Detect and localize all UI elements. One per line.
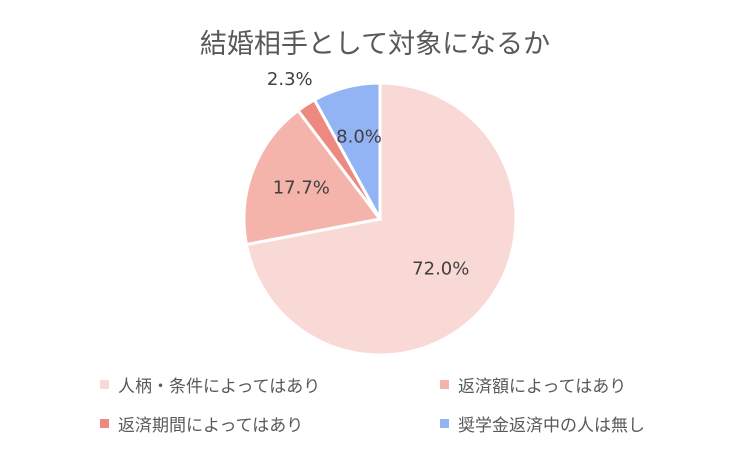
- slice-label-1: 72.0%: [412, 258, 469, 279]
- legend-label-2: 返済額によってはあり: [458, 377, 627, 397]
- legend-item-3: 返済期間によってはあり: [100, 411, 440, 436]
- legend-item-1: 人柄・条件によってはあり: [100, 372, 440, 397]
- legend-label-1: 人柄・条件によってはあり: [118, 377, 321, 397]
- legend-swatch-3: [100, 419, 109, 428]
- chart-title: 結婚相手として対象になるか: [199, 29, 551, 60]
- legend-label-3: 返済期間によってはあり: [118, 416, 304, 436]
- slice-label-2: 17.7%: [273, 178, 330, 199]
- slice-label-3: 2.3%: [267, 69, 313, 90]
- legend-swatch-1: [100, 380, 109, 389]
- legend-swatch-2: [440, 380, 449, 389]
- legend-item-4: 奨学金返済中の人は無し: [440, 411, 700, 436]
- legend-item-2: 返済額によってはあり: [440, 372, 700, 397]
- legend-label-4: 奨学金返済中の人は無し: [458, 416, 645, 436]
- pie-slice-2: [242, 108, 383, 247]
- pie-chart: 72.0% 17.7% 2.3% 8.0%: [242, 69, 518, 357]
- legend-swatch-4: [440, 419, 449, 428]
- slice-label-4: 8.0%: [336, 126, 382, 147]
- legend: 人柄・条件によってはあり 返済額によってはあり 返済期間によってはあり 奨学金返…: [100, 372, 720, 436]
- pie-slice-4: [312, 81, 382, 220]
